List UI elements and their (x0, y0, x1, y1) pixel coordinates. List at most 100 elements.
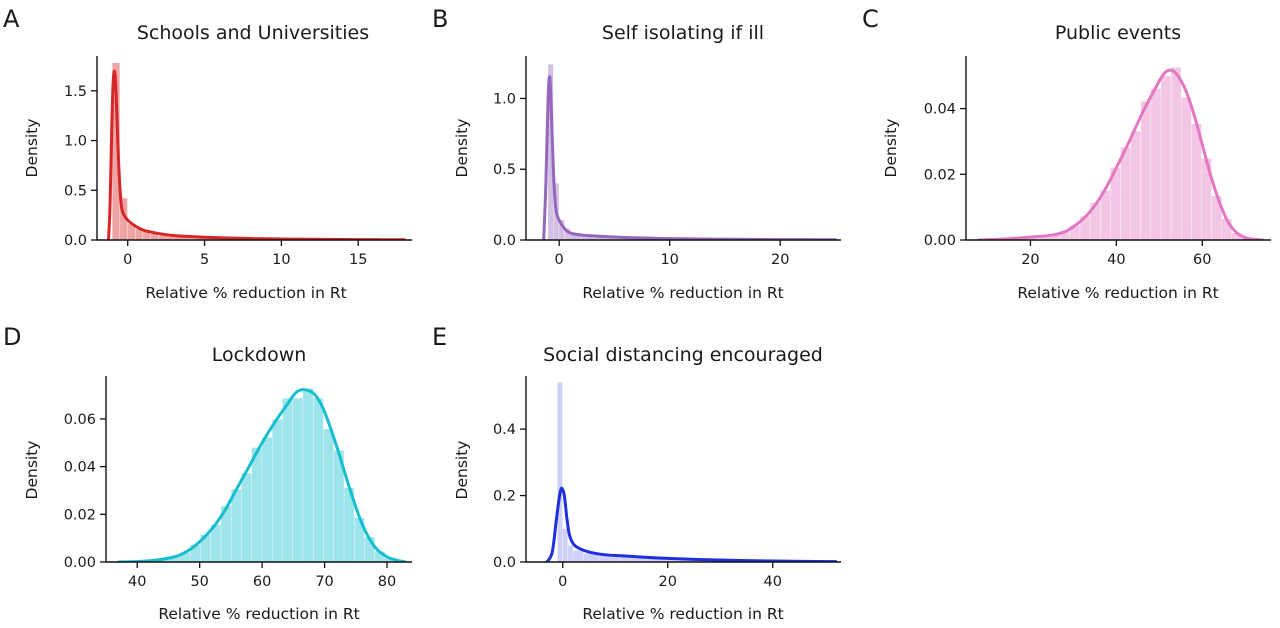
x-axis-label-b: Relative % reduction in Rt (582, 284, 783, 302)
x-axis-label-d: Relative % reduction in Rt (158, 605, 359, 623)
histogram-bars-d (118, 388, 406, 562)
histogram-bar (564, 228, 570, 240)
y-tick-label: 0.2 (493, 489, 516, 505)
histogram-bar (557, 382, 563, 562)
y-axis-label-b: Density (453, 119, 471, 178)
x-axis-label-c: Relative % reduction in Rt (1017, 284, 1218, 302)
histogram-bar (1059, 231, 1070, 240)
x-tick-label: 40 (1107, 252, 1125, 268)
histogram-bar (646, 558, 678, 562)
histogram-bar (559, 220, 565, 240)
panel-b: B Self isolating if ill 0 10 20 0.00.51.0 … (432, 5, 841, 302)
x-tick-label: 20 (1021, 252, 1039, 268)
histogram-bar (1049, 234, 1060, 240)
histogram-bar (364, 537, 375, 562)
histogram-bar (1211, 196, 1222, 240)
histogram-bar (1080, 216, 1090, 240)
histogram-bar (158, 235, 174, 240)
histogram-bar (180, 552, 190, 562)
histogram-bar (210, 524, 221, 562)
histogram-bar (1171, 67, 1182, 240)
histogram-bar (1090, 202, 1100, 240)
y-tick-label: 0.00 (64, 555, 96, 571)
y-tick-label: 1.0 (64, 134, 87, 150)
x-tick-label: 40 (128, 574, 146, 590)
histogram-bars-c (978, 67, 1263, 240)
histogram-bar (1191, 123, 1202, 240)
histogram-bars-b (548, 64, 836, 240)
y-ticks-b: 0.0 0.5 1.0 (493, 91, 526, 249)
histogram-bar (1181, 97, 1192, 240)
x-tick-label: 5 (200, 252, 209, 268)
x-tick-label: 40 (764, 574, 782, 590)
histogram-bar (1120, 147, 1131, 240)
histogram-bar (189, 238, 220, 240)
histogram-bar (1221, 218, 1232, 240)
x-tick-label: 0 (555, 252, 564, 268)
histogram-bar (374, 551, 385, 562)
histogram-bar (241, 473, 252, 562)
x-tick-label: 20 (771, 252, 789, 268)
histogram-bar (1100, 190, 1111, 240)
histogram-bar (581, 235, 592, 240)
histogram-bar (150, 234, 159, 240)
x-tick-label: 50 (190, 574, 208, 590)
x-tick-label: 80 (378, 574, 396, 590)
histogram-bar (200, 534, 211, 562)
panel-a: A Schools and Universities 0 5 10 15 0.0 0.5… (3, 5, 412, 302)
x-tick-label: 70 (315, 574, 333, 590)
histogram-bar (570, 232, 581, 240)
histogram-bar (292, 398, 303, 562)
histogram-bar (262, 437, 272, 562)
histogram-bars-e (557, 382, 831, 562)
y-tick-label: 1.0 (493, 91, 516, 107)
x-ticks-a: 0 5 10 15 (123, 240, 367, 268)
histogram-bar (1232, 232, 1242, 240)
x-ticks-d: 40 50 60 70 80 (128, 562, 396, 590)
x-ticks-e: 0 20 40 (558, 562, 782, 590)
x-tick-label: 0 (123, 252, 132, 268)
histogram-bar (1151, 88, 1161, 240)
histogram-bar (1110, 167, 1121, 240)
histogram-bars-a (112, 62, 404, 240)
histogram-bar (344, 487, 355, 562)
y-ticks-e: 0.0 0.2 0.4 (493, 422, 526, 571)
y-ticks-d: 0.00 0.02 0.04 0.06 (64, 412, 106, 571)
histogram-bar (548, 64, 554, 240)
histogram-bar (231, 489, 242, 562)
histogram-bar (282, 398, 293, 562)
histogram-bar (1201, 158, 1212, 240)
histogram-bar (333, 450, 344, 562)
panel-e: E Social distancing encouraged 0 20 40 0.0… (432, 323, 841, 623)
histogram-bar (272, 419, 283, 562)
histogram-bar (568, 545, 573, 562)
x-tick-label: 60 (1193, 252, 1211, 268)
x-tick-label: 10 (660, 252, 678, 268)
y-tick-label: 0.04 (64, 460, 96, 476)
x-tick-label: 20 (659, 574, 677, 590)
histogram-bar (120, 198, 128, 240)
histogram-bar (323, 429, 334, 562)
histogram-bar (143, 232, 151, 240)
histogram-bar (1070, 225, 1080, 240)
y-tick-label: 0.02 (64, 507, 96, 523)
histogram-bar (1161, 76, 1171, 240)
x-axis-label-a: Relative % reduction in Rt (145, 284, 346, 302)
histogram-bar (562, 528, 568, 562)
y-axis-label-a: Density (23, 119, 41, 178)
kde-curve-e (545, 486, 838, 562)
x-axis-label-e: Relative % reduction in Rt (582, 605, 783, 623)
histogram-bar (251, 447, 262, 562)
histogram-bar (135, 229, 143, 240)
y-axis-label-d: Density (23, 441, 41, 500)
panel-label-a: A (3, 5, 20, 33)
y-ticks-c: 0.00 0.02 0.04 (924, 102, 966, 249)
y-tick-label: 1.5 (64, 84, 87, 100)
histogram-bar (620, 556, 647, 562)
histogram-bar (583, 553, 600, 562)
histogram-bar (599, 555, 621, 562)
y-tick-label: 0.06 (64, 412, 96, 428)
chart-title-c: Public events (1055, 22, 1181, 44)
kde-curve-c (977, 68, 1264, 240)
